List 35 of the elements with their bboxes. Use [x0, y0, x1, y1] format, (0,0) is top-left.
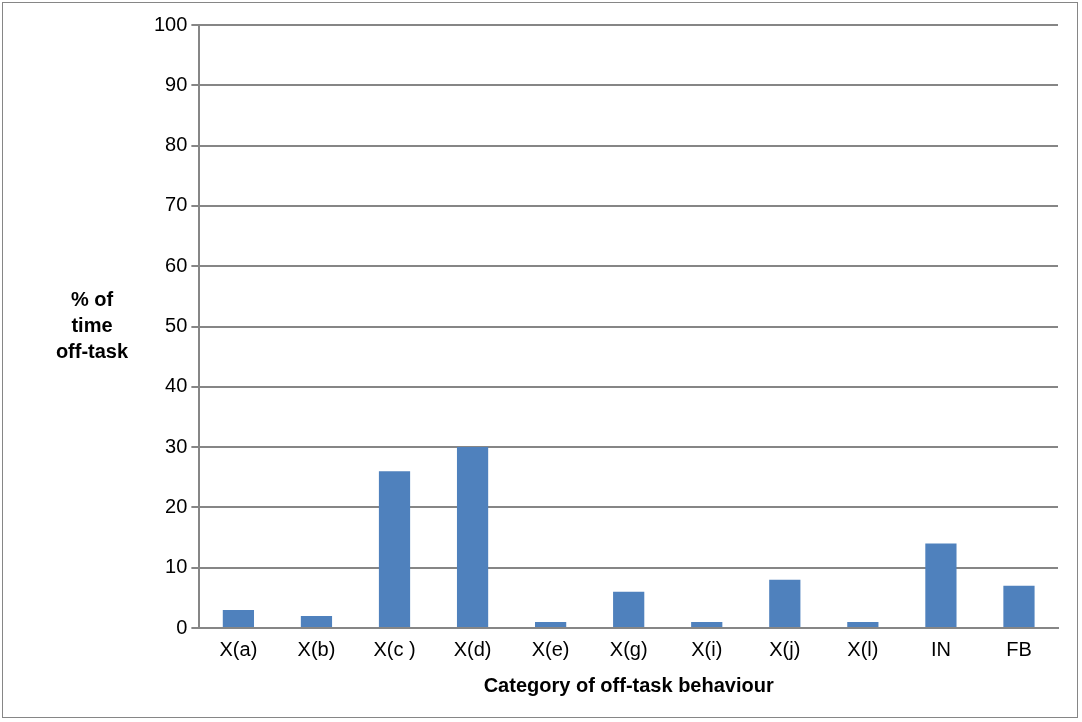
- x-tick-label: X(j): [769, 637, 801, 660]
- y-tick-label: 30: [165, 434, 188, 457]
- y-tick-label: 70: [165, 193, 188, 216]
- y-tick-label: 80: [165, 133, 188, 156]
- y-tick-label: 60: [165, 253, 188, 276]
- bar: [378, 471, 411, 627]
- y-tick-label: 40: [165, 374, 188, 397]
- bar: [222, 609, 255, 627]
- bar: [456, 447, 489, 627]
- x-tick-label: X(d): [453, 637, 492, 660]
- bar: [300, 615, 333, 627]
- y-tick-label: 50: [165, 314, 188, 337]
- x-tick-label: X(b): [297, 637, 336, 660]
- y-axis-title: % of time off-task: [55, 288, 129, 363]
- y-tick-label: 100: [153, 12, 188, 35]
- y-tick-label: 0: [176, 615, 188, 638]
- x-tick-label: X(l): [847, 637, 879, 660]
- bar: [769, 579, 801, 627]
- x-tick-label: FB: [1006, 637, 1032, 660]
- bar: [925, 543, 957, 627]
- bar: [691, 621, 723, 627]
- bar: [1003, 585, 1035, 627]
- x-tick-label: IN: [930, 637, 951, 660]
- x-tick-label: X(e): [531, 637, 570, 660]
- y-tick-label: 20: [165, 494, 188, 517]
- y-tick-label: 10: [165, 555, 188, 578]
- bar: [535, 621, 567, 627]
- x-tick-label: X(g): [609, 637, 648, 660]
- bar: [613, 591, 645, 627]
- x-tick-label: X(c ): [373, 637, 416, 660]
- x-axis-title: Category of off-task behaviour: [483, 673, 774, 696]
- y-tick-label: 90: [165, 72, 188, 95]
- x-tick-label: X(a): [219, 637, 258, 660]
- x-tick-label: X(i): [691, 637, 723, 660]
- bar: [847, 621, 879, 627]
